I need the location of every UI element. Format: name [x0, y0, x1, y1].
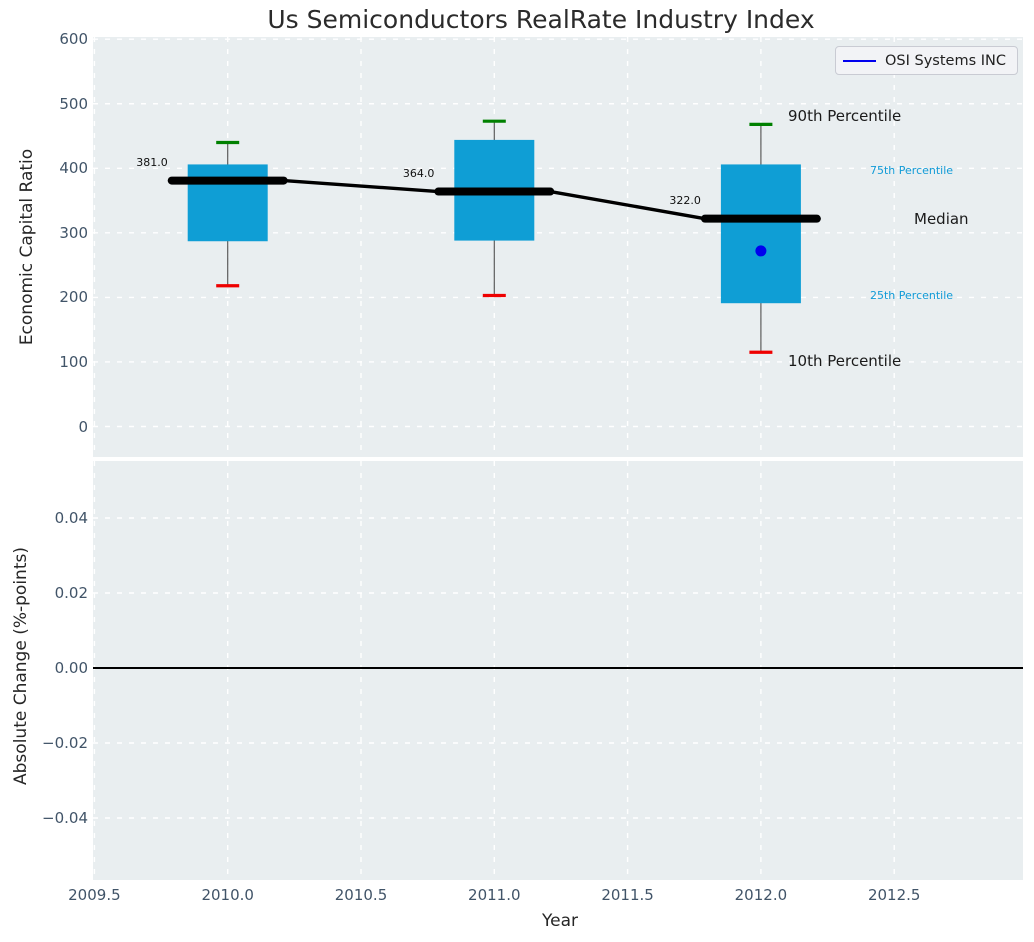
annotation-90th-percentile: 90th Percentile: [788, 107, 902, 125]
legend-line-swatch: [843, 59, 876, 62]
y-tick-label-top: 500: [59, 94, 88, 113]
y-tick-label-top: 400: [59, 159, 88, 178]
annotation-25th-percentile: 25th Percentile: [870, 289, 954, 302]
x-axis-label: Year: [542, 911, 578, 931]
y-tick-label-bottom: −0.04: [42, 809, 88, 827]
y-tick-label-top: 0: [78, 417, 88, 436]
company-point-2012: [755, 245, 767, 257]
x-tick-label: 2011.0: [468, 886, 521, 904]
y-tick-label-bottom: 0.04: [54, 509, 88, 527]
box-2010: [187, 164, 268, 242]
y-tick-label-top: 600: [59, 30, 88, 49]
median-connector-2010-2011: [283, 178, 439, 194]
plot-area-bottom: [93, 461, 1023, 880]
box-2012: [720, 164, 801, 304]
x-tick-label: 2010.0: [201, 886, 254, 904]
legend: OSI Systems INC: [835, 46, 1018, 75]
y-tick-label-top: 100: [59, 352, 88, 371]
annotation-75th-percentile: 75th Percentile: [870, 164, 954, 177]
annotation-10th-percentile: 10th Percentile: [788, 352, 902, 370]
x-tick-label: 2010.5: [334, 886, 388, 904]
median-value-label-2010: 381.0: [136, 155, 168, 169]
x-tick-label: 2011.5: [601, 886, 654, 904]
y-tick-label-top: 300: [59, 223, 88, 242]
median-value-label-2012: 322.0: [669, 193, 701, 207]
median-connector-2011-2012: [549, 189, 706, 221]
y-tick-label-bottom: −0.02: [42, 734, 88, 752]
x-tick-label: 2012.5: [867, 886, 921, 904]
y-tick-label-top: 200: [59, 288, 88, 307]
y-tick-label-bottom: 0.00: [54, 659, 88, 677]
plot-area-top: [93, 37, 1023, 457]
y-tick-label-bottom: 0.02: [54, 584, 88, 602]
x-tick-label: 2009.5: [68, 886, 121, 904]
chart-title: Us Semiconductors RealRate Industry Inde…: [267, 5, 815, 34]
annotation-median: Median: [914, 210, 969, 228]
legend-label: OSI Systems INC: [885, 52, 1006, 69]
median-value-label-2011: 364.0: [402, 166, 435, 180]
x-tick-label: 2012.0: [734, 886, 788, 904]
